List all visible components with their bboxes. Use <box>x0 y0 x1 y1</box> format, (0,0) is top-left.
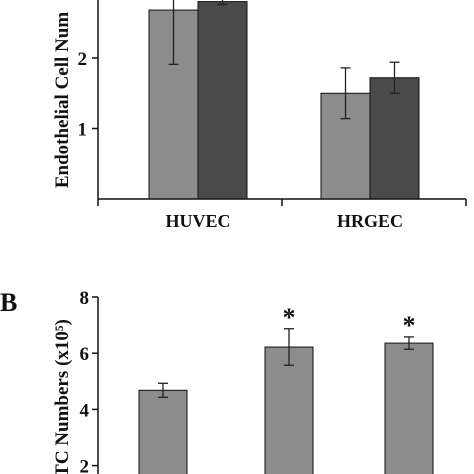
bar-a-hrgec-2 <box>369 77 420 200</box>
y-tick-label-b-4: 4 <box>80 400 90 421</box>
chart-a-y-axis-label: Endothelial Cell Num <box>52 12 73 188</box>
chart-b-axes: 2 4 6 8 <box>80 288 99 474</box>
y-tick-label-a-1: 1 <box>78 120 88 141</box>
chart-b-y-axis-label: TC Numbers (x10⁵) <box>52 319 73 474</box>
significance-star-b-3: * <box>403 311 416 340</box>
bar-b-1 <box>138 389 188 474</box>
chart-a: HUVEC HRGEC 1 2 Endothelial Cell Num <box>52 0 467 231</box>
y-tick-label-b-8: 8 <box>80 288 90 309</box>
significance-star-b-2: * <box>283 303 296 332</box>
y-tick-label-b-2: 2 <box>80 457 90 474</box>
x-tick-label-hrgec: HRGEC <box>337 211 403 231</box>
bar-b-3 <box>384 342 434 474</box>
bar-a-huvec-2 <box>197 1 248 200</box>
panel-b-label: B <box>0 288 17 317</box>
x-tick-label-huvec: HUVEC <box>165 211 230 231</box>
chart-b-bars: * * <box>138 303 434 474</box>
chart-a-axes: HUVEC HRGEC 1 2 <box>78 0 467 231</box>
chart-a-bars <box>148 0 420 200</box>
bar-b-2 <box>264 346 314 474</box>
y-tick-label-a-2: 2 <box>78 49 88 70</box>
y-tick-label-b-6: 6 <box>80 344 90 365</box>
